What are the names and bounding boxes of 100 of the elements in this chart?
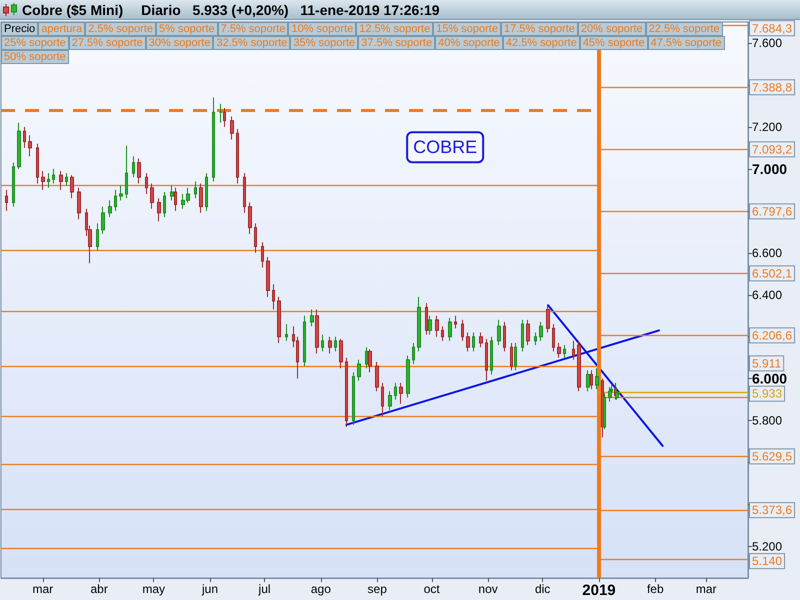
candlestick: [375, 361, 379, 392]
y-tick-label: 6.000: [752, 370, 788, 387]
annotation: 40% soporte: [435, 36, 503, 50]
annotation: 42.5% soporte: [502, 36, 580, 50]
ref-line-label: 6.797,6: [752, 204, 792, 218]
candlestick: [539, 322, 543, 342]
candlestick: [52, 168, 55, 184]
candlestick: [170, 185, 174, 201]
chart-subtitle: Diario 5.933 (+0,20%) 11-ene-2019 17:26:19: [141, 2, 440, 18]
candlestick: [526, 319, 530, 346]
candlestick: [17, 122, 21, 170]
candlestick: [114, 189, 117, 212]
candlestick: [497, 319, 501, 346]
annotation: 15% soporte: [433, 22, 501, 36]
candlestick: [23, 126, 26, 148]
candlestick: [205, 172, 208, 212]
candlestick: [381, 382, 384, 417]
x-tick-label: jun: [201, 582, 218, 596]
candlestick: [472, 332, 475, 352]
candlestick: [230, 116, 234, 140]
candlestick: [41, 170, 45, 190]
annotation: Precio: [1, 22, 38, 36]
candlestick: [261, 242, 264, 268]
candlestick: [310, 308, 314, 327]
candlestick: [321, 334, 324, 352]
y-tick-label: 7.600: [752, 36, 782, 50]
ref-line-label: 5.140: [752, 554, 782, 568]
y-tick-label: 6.600: [752, 246, 782, 260]
x-tick-label: ago: [310, 582, 332, 596]
candlestick: [454, 315, 457, 329]
candlestick: [590, 370, 593, 390]
annotation: 22.5% soporte: [646, 22, 723, 36]
candlestick: [572, 340, 575, 360]
candlestick: [59, 170, 63, 190]
candlestick: [603, 392, 606, 430]
candlestick: [163, 191, 166, 218]
annotation: 45% soporte: [580, 36, 648, 50]
candlestick: [243, 172, 246, 214]
x-tick-label: mar: [32, 582, 54, 596]
annotation: 50% soporte: [1, 50, 69, 64]
y-tick-label: 7.200: [752, 120, 782, 134]
candlestick: [108, 200, 112, 218]
candlestick: [466, 332, 470, 352]
candlestick: [285, 324, 288, 342]
candlestick: [145, 172, 148, 195]
x-tick-label: may: [142, 582, 166, 596]
annotation: 32.5% soporte: [213, 36, 290, 50]
candlestick: [595, 368, 599, 390]
candlestick: [137, 158, 141, 184]
candlestick: [552, 324, 555, 352]
x-tick-label: abr: [90, 582, 108, 596]
candlestick: [417, 296, 421, 352]
candlestick: [394, 382, 397, 400]
ref-line-label: 5.373,6: [752, 503, 792, 518]
candlestick: [47, 172, 50, 188]
annotation: 2.5% soporte: [85, 22, 156, 36]
candlestick: [157, 198, 161, 222]
candlestick: [254, 222, 257, 254]
annotation: 47.5% soporte: [648, 36, 725, 50]
candlestick: [96, 222, 99, 252]
candlestick: [428, 315, 432, 336]
x-tick-label: oct: [424, 582, 440, 596]
candlestick: [174, 187, 177, 212]
candlestick: [223, 108, 226, 128]
candlestick: [328, 336, 332, 354]
annotation: 30% soporte: [146, 36, 214, 50]
candlestick: [150, 183, 154, 210]
candlestick: [272, 284, 275, 310]
candlestick: [315, 308, 319, 354]
candlestick: [212, 97, 215, 182]
candlestick: [339, 338, 343, 369]
ref-line-label: 7.388,8: [752, 80, 792, 94]
candlestick: [586, 370, 590, 392]
annotation: 7.5% soporte: [218, 22, 288, 36]
chart-title: Cobre ($5 Mini): [22, 2, 124, 18]
candlestick: [101, 206, 105, 234]
ref-line-label: 6.502,1: [752, 266, 792, 280]
x-tick-label: dic: [534, 582, 550, 596]
candlestick: [28, 134, 32, 157]
candlestick: [577, 340, 581, 392]
x-tick-label: feb: [646, 582, 664, 596]
annotation: 5% soporte: [156, 22, 218, 36]
candlestick: [277, 296, 281, 344]
candlestick: [534, 332, 537, 346]
annotation: 37.5% soporte: [358, 36, 436, 50]
candlestick: [368, 348, 372, 373]
x-tick-label: mar: [696, 582, 717, 596]
candlestick: [412, 342, 415, 364]
x-tick-label: 2019: [582, 582, 616, 599]
candlestick: [77, 187, 81, 220]
candlestick: [303, 315, 306, 367]
y-tick-label: 6.400: [752, 288, 782, 302]
candlestick: [70, 174, 74, 199]
candlestick: [352, 372, 355, 426]
y-tick-label: 5.800: [752, 414, 782, 428]
candlestick: [503, 322, 506, 352]
candlestick: [514, 342, 517, 371]
candlestick: [357, 359, 361, 382]
candlestick: [365, 346, 368, 369]
candlestick: [441, 326, 444, 342]
